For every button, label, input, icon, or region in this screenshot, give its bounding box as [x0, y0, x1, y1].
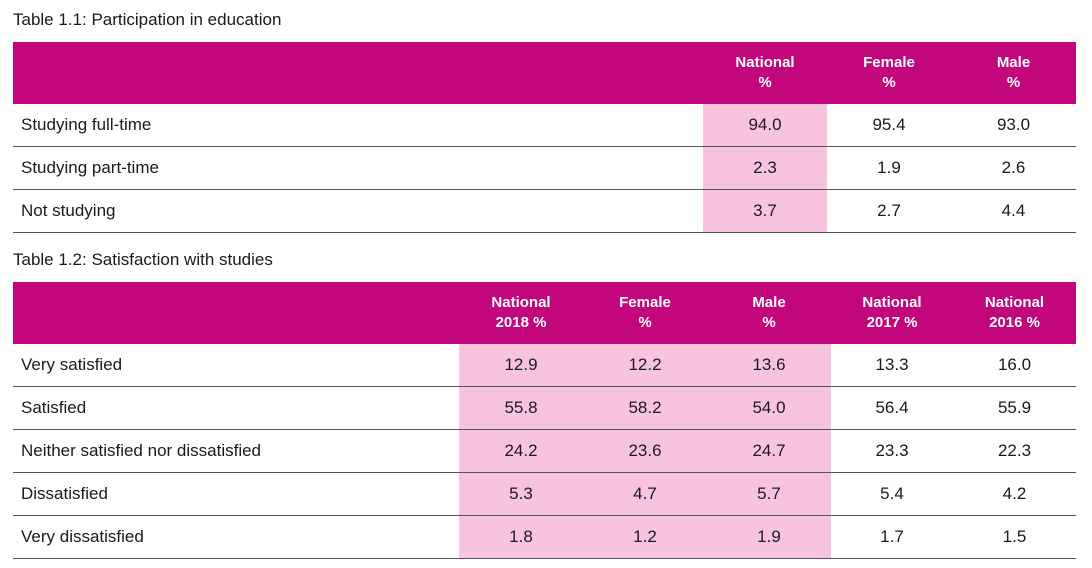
table-row: Very satisfied 12.9 12.2 13.6 13.3 16.0: [13, 344, 1076, 387]
header-line2: 2017 %: [866, 314, 918, 331]
header-male: Male%: [951, 42, 1076, 104]
cell-national-2016: 1.5: [953, 515, 1076, 559]
row-label: Neither satisfied nor dissatisfied: [13, 429, 459, 473]
cell-female: 58.2: [583, 386, 707, 430]
row-label: Very dissatisfied: [13, 515, 459, 559]
table-row: Studying full-time 94.0 95.4 93.0: [13, 104, 1076, 147]
header-label-blank: [13, 282, 459, 344]
cell-female: 1.2: [583, 515, 707, 559]
header-line1: Female: [863, 54, 915, 71]
table-row: Neither satisfied nor dissatisfied 24.2 …: [13, 429, 1076, 473]
cell-national-2017: 56.4: [831, 386, 953, 430]
header-line1: Male: [752, 294, 786, 311]
header-line2: %: [758, 74, 772, 91]
table-1-caption: Table 1.1: Participation in education: [13, 10, 282, 29]
cell-national-2017: 5.4: [831, 472, 953, 516]
header-line1: National: [735, 54, 795, 71]
header-line1: National: [862, 294, 922, 311]
header-line2: %: [882, 74, 896, 91]
satisfaction-table: National 2018 % Female% Male% National 201…: [13, 282, 1076, 559]
row-label: Dissatisfied: [13, 472, 459, 516]
header-male: Male%: [707, 282, 831, 344]
row-label: Satisfied: [13, 386, 459, 430]
table-row: Dissatisfied 5.3 4.7 5.7 5.4 4.2: [13, 472, 1076, 516]
cell-national-2018: 5.3: [459, 472, 583, 516]
cell-male: 93.0: [951, 104, 1076, 147]
header-national-2016: National 2016 %: [953, 282, 1076, 344]
header-line1: National: [984, 294, 1045, 311]
cell-female: 2.7: [827, 189, 951, 233]
participation-header-row: National% Female% Male%: [13, 42, 1076, 104]
header-national-2018: National 2018 %: [459, 282, 583, 344]
table-row: Very dissatisfied 1.8 1.2 1.9 1.7 1.5: [13, 515, 1076, 559]
cell-national-2016: 16.0: [953, 344, 1076, 387]
header-line2: 2018 %: [495, 314, 547, 331]
cell-national-2016: 55.9: [953, 386, 1076, 430]
cell-national-2018: 55.8: [459, 386, 583, 430]
row-label: Not studying: [13, 189, 703, 233]
cell-male: 4.4: [951, 189, 1076, 233]
cell-male: 13.6: [707, 344, 831, 387]
cell-female: 12.2: [583, 344, 707, 387]
satisfaction-header-row: National 2018 % Female% Male% National 201…: [13, 282, 1076, 344]
cell-national-2017: 1.7: [831, 515, 953, 559]
header-national-2017: National 2017 %: [831, 282, 953, 344]
cell-male: 5.7: [707, 472, 831, 516]
table-2-caption: Table 1.2: Satisfaction with studies: [13, 250, 273, 269]
table-row: Satisfied 55.8 58.2 54.0 56.4 55.9: [13, 386, 1076, 430]
cell-female: 23.6: [583, 429, 707, 473]
row-label: Studying part-time: [13, 146, 703, 190]
header-line2: %: [638, 314, 652, 331]
header-line2: 2016 %: [989, 314, 1040, 331]
header-label-blank: [13, 42, 703, 104]
cell-national-2016: 4.2: [953, 472, 1076, 516]
participation-table: National% Female% Male% Studying full-ti…: [13, 42, 1076, 233]
cell-national-2017: 13.3: [831, 344, 953, 387]
cell-national: 94.0: [703, 104, 827, 147]
cell-national-2018: 12.9: [459, 344, 583, 387]
row-label: Studying full-time: [13, 104, 703, 147]
cell-male: 2.6: [951, 146, 1076, 190]
cell-national-2016: 22.3: [953, 429, 1076, 473]
cell-male: 24.7: [707, 429, 831, 473]
header-line1: National: [491, 294, 551, 311]
cell-national-2017: 23.3: [831, 429, 953, 473]
table-row: Studying part-time 2.3 1.9 2.6: [13, 146, 1076, 190]
header-line2: %: [1006, 74, 1021, 91]
header-line1: Female: [619, 294, 671, 311]
cell-national-2018: 1.8: [459, 515, 583, 559]
cell-female: 4.7: [583, 472, 707, 516]
cell-male: 1.9: [707, 515, 831, 559]
header-line2: %: [762, 314, 776, 331]
row-label: Very satisfied: [13, 344, 459, 387]
cell-national: 3.7: [703, 189, 827, 233]
header-female: Female%: [827, 42, 951, 104]
header-female: Female%: [583, 282, 707, 344]
cell-female: 95.4: [827, 104, 951, 147]
cell-national-2018: 24.2: [459, 429, 583, 473]
table-row: Not studying 3.7 2.7 4.4: [13, 189, 1076, 233]
header-national: National%: [703, 42, 827, 104]
cell-female: 1.9: [827, 146, 951, 190]
cell-male: 54.0: [707, 386, 831, 430]
cell-national: 2.3: [703, 146, 827, 190]
header-line1: Male: [996, 54, 1031, 71]
